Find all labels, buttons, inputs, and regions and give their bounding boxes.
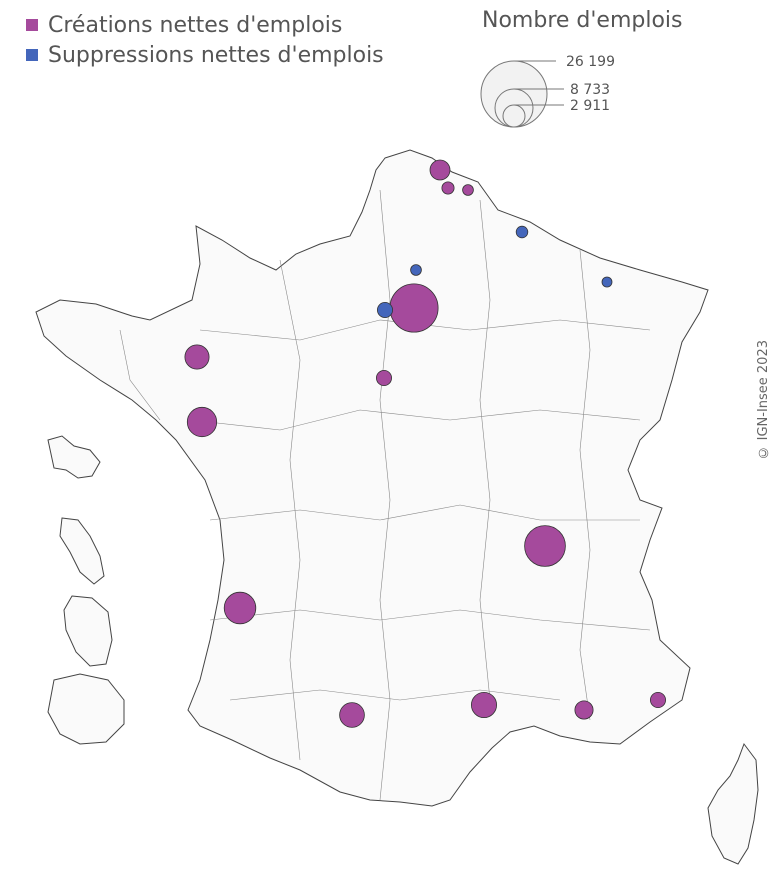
legend-suppressions: Suppressions nettes d'emplois [26,40,384,70]
circle-marseille [574,700,594,720]
circle-rennes [184,344,210,370]
circle-bordeaux [223,591,257,625]
suppression-swatch [26,49,38,61]
reunion-outline [47,673,125,745]
guyane-outline [63,595,113,667]
circle-lens [441,181,455,195]
size-label-small: 2 911 [570,98,610,114]
credit: © IGN-Insee 2023 [756,340,771,460]
color-legend: Créations nettes d'emplois Suppressions … [26,10,384,70]
martinique-outline [59,517,105,585]
circle-toulouse [339,702,365,728]
circle-lille [429,159,451,181]
circle-nantes [186,406,218,438]
size-legend-circles: 26 199 8 733 2 911 [480,54,615,128]
legend-suppressions-label: Suppressions nettes d'emplois [48,42,384,68]
size-circle-small [502,104,526,128]
department-borders [119,189,651,801]
creation-swatch [26,19,38,31]
circle-paris-ouest [376,301,393,318]
size-label-large: 26 199 [566,54,615,70]
legend-creations-label: Créations nettes d'emplois [48,12,343,38]
circle-nancy [601,276,613,288]
circle-roissy [410,264,422,276]
corse-outline [707,742,759,865]
circle-reims [515,225,529,239]
guadeloupe-outline [47,435,101,479]
employment-circles [184,159,667,728]
size-legend-title: Nombre d'emplois [482,8,683,33]
circle-paris [389,283,439,333]
circle-tours [375,369,392,386]
size-legend: Nombre d'emplois 26 199 8 733 2 911 [476,6,716,136]
legend-creations: Créations nettes d'emplois [26,10,384,40]
territory-outlines [35,149,759,865]
circle-montpellier [470,692,497,719]
metropole-outline [35,149,709,807]
size-label-medium: 8 733 [570,82,610,98]
circle-nice [650,692,667,709]
circle-lyon [524,525,566,567]
circle-valenciennes [462,184,474,196]
